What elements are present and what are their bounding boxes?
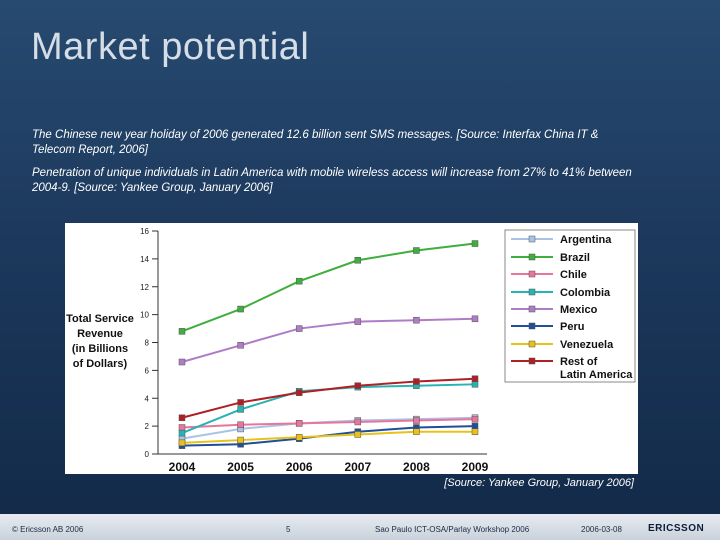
data-point (413, 417, 420, 424)
y-tick-label: 2 (145, 422, 150, 431)
data-point (354, 257, 362, 264)
legend-box (504, 229, 636, 383)
data-point (295, 420, 303, 427)
legend-swatch-marker (528, 235, 536, 243)
data-point (237, 421, 244, 428)
series-chile (178, 415, 479, 431)
y-tick-label: 14 (140, 255, 149, 264)
series-brazil (178, 240, 479, 335)
source-note: [Source: Yankee Group, January 2006] (444, 477, 634, 489)
legend-swatch-marker (528, 288, 536, 296)
legend-swatch-marker (528, 305, 536, 313)
data-point (178, 439, 186, 447)
y-tick-label: 8 (145, 339, 150, 348)
y-tick-label: 0 (145, 450, 150, 459)
data-point (354, 418, 362, 426)
y-axis-label-line: of Dollars) (73, 358, 128, 370)
axes: 0 2 4 6 8 10 12 14 16 2004 2005 2006 2007 2008 2009 (140, 227, 489, 474)
x-tick-label: 2007 (344, 460, 371, 474)
legend-swatch-marker (528, 322, 536, 330)
series-lines (178, 240, 479, 449)
chart-canvas: 0 2 4 6 8 10 12 14 16 2004 2005 2006 2007 2008 2009 To… (66, 227, 636, 474)
y-axis-label: Total Service Revenue (in Billions of Dolla… (66, 313, 134, 370)
y-axis-label-line: Revenue (77, 328, 123, 340)
legend-label: Argentina (560, 234, 612, 246)
legend-label: Chile (560, 269, 587, 281)
data-point (178, 328, 186, 335)
paragraph-sms: The Chinese new year holiday of 2006 gen… (32, 129, 599, 156)
data-point (413, 428, 420, 435)
data-point (178, 429, 186, 437)
y-axis-label-line: (in Billions (72, 343, 128, 355)
series-venezuela (178, 428, 479, 447)
legend-label: Latin America (560, 369, 633, 381)
data-point (295, 277, 303, 285)
x-tick-label: 2009 (462, 460, 489, 474)
series-argentina (178, 414, 479, 442)
y-tick-label: 6 (145, 366, 150, 375)
x-tick-label: 2006 (286, 460, 313, 474)
legend-label: Colombia (560, 287, 611, 299)
footer-date: 2006-03-08 (581, 525, 622, 534)
data-point (295, 325, 303, 332)
series-line (181, 418, 476, 429)
legend-swatch-marker (528, 253, 536, 261)
y-tick-label: 10 (140, 311, 149, 320)
data-point (413, 378, 420, 385)
legend-label: Rest of (560, 356, 598, 368)
data-point (354, 431, 362, 438)
x-tick-label: 2005 (227, 460, 254, 474)
series-line (181, 242, 476, 333)
y-axis-label-line: Total Service (66, 313, 134, 325)
data-point (295, 389, 303, 396)
data-point (471, 422, 479, 430)
legend-swatch-marker (528, 270, 536, 278)
series-mexico (178, 315, 479, 366)
legend-label: Brazil (560, 252, 590, 264)
data-point (354, 382, 362, 389)
data-point (413, 316, 420, 324)
data-point (413, 247, 420, 254)
legend-swatch-marker (528, 340, 536, 348)
data-point (471, 415, 479, 423)
paragraph-penetration: Penetration of unique individuals in Lat… (32, 167, 632, 194)
data-point (237, 406, 244, 413)
legend-label: Mexico (560, 304, 598, 316)
data-point (237, 342, 244, 349)
slide-title: Market potential (31, 26, 310, 68)
series-line (181, 430, 475, 444)
y-tick-label: 12 (140, 283, 149, 292)
legend-label: Venezuela (560, 339, 614, 351)
data-point (295, 434, 303, 441)
legend-label: Peru (560, 321, 584, 333)
data-point (178, 424, 186, 431)
data-point (471, 375, 479, 382)
data-point (471, 428, 479, 435)
footer-copyright: © Ericsson AB 2006 (12, 525, 84, 534)
footer-event: Sao Paulo ICT-OSA/Parlay Workshop 2006 (375, 525, 530, 534)
series-line (181, 317, 476, 363)
data-point (237, 436, 244, 444)
footer: © Ericsson AB 2006 5 Sao Paulo ICT-OSA/P… (0, 514, 720, 540)
x-tick-label: 2004 (169, 460, 196, 474)
y-tick-label: 4 (145, 394, 150, 403)
y-tick-label: 16 (140, 227, 149, 236)
ericsson-logo: ERICSSON (648, 523, 705, 534)
legend-swatch-marker (528, 357, 536, 365)
data-point (471, 315, 479, 323)
x-tick-label: 2008 (403, 460, 430, 474)
footer-page-number: 5 (286, 525, 291, 534)
data-point (471, 240, 479, 247)
data-point (471, 381, 479, 388)
data-point (237, 399, 244, 406)
revenue-chart: 0 2 4 6 8 10 12 14 16 2004 2005 2006 2007 2008 2009 To… (65, 223, 638, 474)
series-line (181, 377, 476, 419)
legend: Argentina Brazil Chile Colombia Mexico Peru Ve… (504, 229, 636, 383)
series-rest-of-latin-america (178, 375, 479, 422)
data-point (178, 414, 186, 422)
data-point (237, 305, 244, 313)
data-point (178, 358, 186, 366)
data-point (354, 318, 362, 325)
